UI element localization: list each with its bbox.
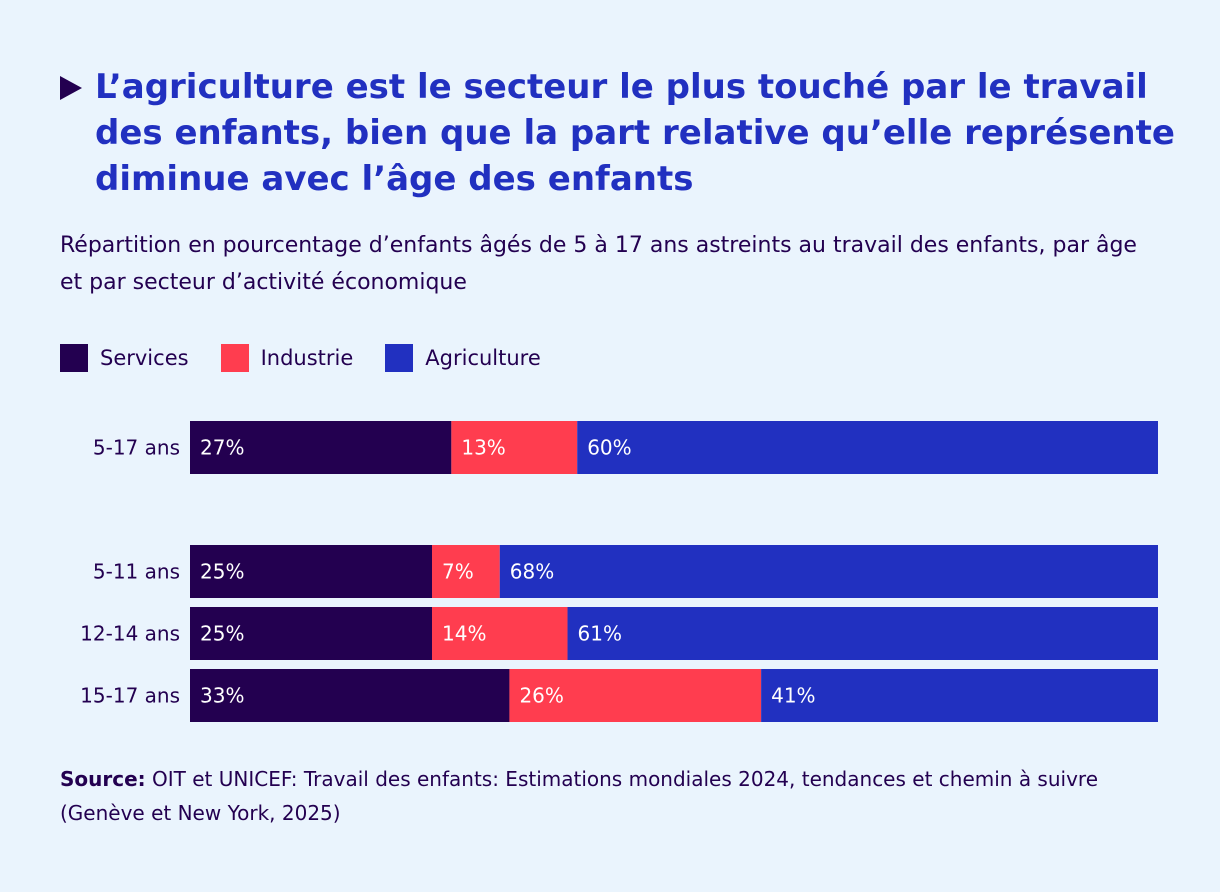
source-note: Source: OIT et UNICEF: Travail des enfan… <box>60 762 1150 830</box>
legend-label-agriculture: Agriculture <box>425 346 541 370</box>
data-label-agriculture-12-14-ans: 61% <box>578 622 622 646</box>
legend: Services Industrie Agriculture <box>60 344 573 372</box>
bar-segment-industrie-5-17-ans <box>451 421 578 474</box>
category-label-5-17-ans: 5-17 ans <box>93 436 180 460</box>
bar-segment-agriculture-15-17-ans <box>761 669 1158 722</box>
bar-segment-agriculture-12-14-ans <box>567 607 1158 660</box>
data-label-industrie-12-14-ans: 14% <box>442 622 486 646</box>
chart-subtitle: Répartition en pourcentage d’enfants âgé… <box>60 233 1137 295</box>
data-label-agriculture-5-17-ans: 60% <box>587 436 631 460</box>
legend-swatch-services <box>60 344 88 372</box>
data-label-industrie-5-11-ans: 7% <box>442 560 474 584</box>
bar-segment-agriculture-5-11-ans <box>499 545 1158 598</box>
data-label-agriculture-5-11-ans: 68% <box>510 560 554 584</box>
legend-swatch-agriculture <box>385 344 414 372</box>
source-text: OIT et UNICEF: Travail des enfants: Esti… <box>60 767 1099 825</box>
bar-segment-services-12-14-ans <box>190 607 432 660</box>
legend-label-services: Services <box>100 346 189 370</box>
data-label-services-5-17-ans: 27% <box>200 436 244 460</box>
bar-segment-services-5-17-ans <box>190 421 452 474</box>
source-label: Source: <box>60 767 146 791</box>
chart-title: L’agriculture est le secteur le plus tou… <box>95 67 1175 199</box>
category-label-12-14-ans: 12-14 ans <box>80 622 180 646</box>
bar-segment-services-5-11-ans <box>190 545 432 598</box>
legend-item-agriculture: Agriculture <box>385 344 541 372</box>
category-label-5-11-ans: 5-11 ans <box>93 560 180 584</box>
legend-swatch-industrie <box>220 344 249 372</box>
data-label-services-15-17-ans: 33% <box>200 684 244 708</box>
bar-segment-services-15-17-ans <box>190 669 510 722</box>
legend-label-industrie: Industrie <box>260 346 354 370</box>
data-label-industrie-5-17-ans: 13% <box>461 436 505 460</box>
bar-segment-industrie-12-14-ans <box>432 607 568 660</box>
legend-item-services: Services <box>60 344 189 372</box>
data-label-services-12-14-ans: 25% <box>200 622 244 646</box>
legend-item-industrie: Industrie <box>220 344 354 372</box>
category-label-15-17-ans: 15-17 ans <box>80 684 180 708</box>
bar-segment-industrie-5-11-ans <box>432 545 500 598</box>
data-label-agriculture-15-17-ans: 41% <box>771 684 815 708</box>
data-label-industrie-15-17-ans: 26% <box>519 684 563 708</box>
bar-segment-industrie-15-17-ans <box>509 669 762 722</box>
title-arrow-icon <box>60 76 82 100</box>
data-label-services-5-11-ans: 25% <box>200 560 244 584</box>
bar-segment-agriculture-5-17-ans <box>577 421 1158 474</box>
